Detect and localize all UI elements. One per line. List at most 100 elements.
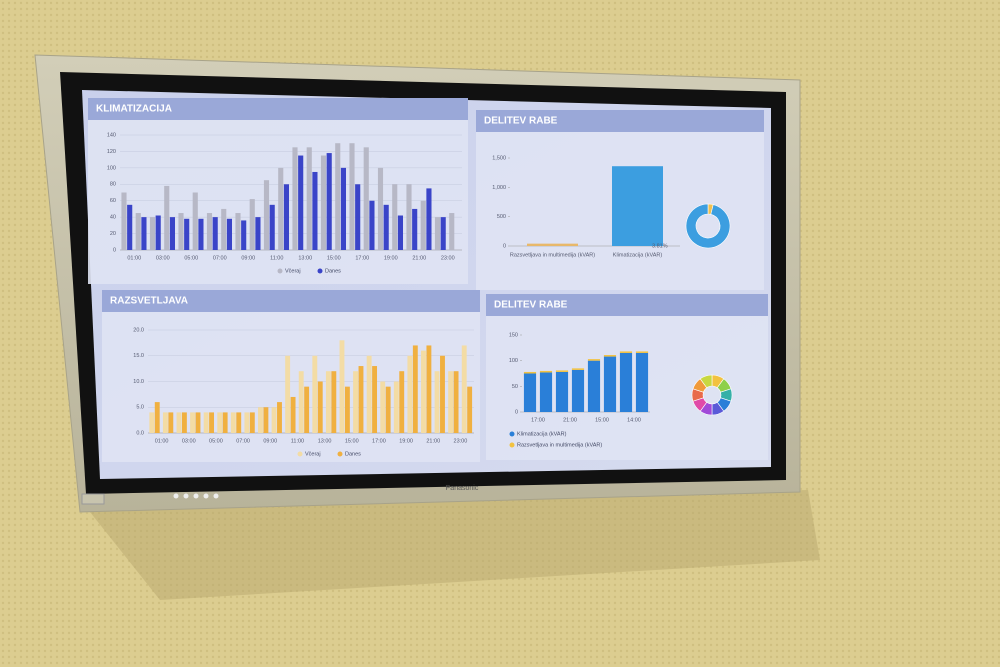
x-tick-label: 03:00 — [156, 255, 170, 261]
bar — [453, 371, 459, 433]
legend-label: Včeraj — [305, 451, 321, 457]
bar — [412, 208, 418, 250]
button — [203, 493, 209, 499]
bar-segment — [635, 352, 649, 412]
x-tick-label: 17:00 — [531, 417, 545, 423]
bar — [339, 340, 345, 433]
legend-label: Klimatizacija (kVAR) — [517, 431, 567, 437]
bar — [377, 167, 384, 250]
bar — [235, 213, 241, 250]
bar-segment — [523, 373, 537, 412]
bar — [135, 213, 141, 250]
bar-segment — [571, 368, 585, 370]
bar — [244, 412, 250, 433]
bar-segment — [587, 360, 601, 412]
y-tick-label: 1,500 — [492, 155, 506, 161]
x-tick-label: 09:00 — [263, 438, 277, 444]
x-tick-label: 11:00 — [270, 255, 283, 261]
panel-title: DELITEV RABE — [494, 300, 568, 311]
y-tick-label: 5.0 — [136, 405, 144, 411]
bar — [393, 381, 399, 433]
y-tick-label: 80 — [110, 182, 116, 188]
panel-header — [486, 294, 768, 316]
y-tick-label: 10.0 — [133, 379, 144, 385]
panel-header — [102, 290, 480, 312]
bar-segment — [539, 372, 553, 412]
bar-segment — [603, 356, 617, 412]
bar-segment — [603, 355, 617, 357]
bar — [358, 366, 364, 433]
bar — [221, 208, 227, 250]
bar — [181, 412, 187, 433]
bar — [440, 217, 446, 250]
y-tick-label: 20.0 — [133, 327, 144, 333]
bar-segment — [635, 351, 649, 353]
bar — [178, 213, 184, 250]
x-tick-label: Klimatizacija (kVAR) — [613, 252, 663, 258]
x-tick-label: 01:00 — [127, 255, 141, 261]
bar — [406, 184, 412, 250]
y-tick-label: 0 — [515, 409, 518, 415]
bar — [285, 355, 291, 433]
bar — [383, 204, 389, 250]
bar — [269, 204, 275, 250]
bar — [271, 407, 277, 433]
bar — [292, 147, 298, 250]
bar — [192, 192, 198, 250]
bar — [304, 386, 310, 433]
bar — [209, 412, 215, 433]
bar-segment — [555, 371, 569, 412]
legend-label: Danes — [325, 268, 341, 274]
bar — [412, 345, 418, 433]
bar-segment — [571, 369, 585, 412]
bar — [154, 402, 160, 433]
bar — [249, 412, 255, 433]
y-tick-label: 60 — [110, 198, 116, 204]
bar — [399, 371, 405, 433]
y-tick-label: 500 — [497, 214, 506, 220]
y-tick-label: 100 — [107, 165, 116, 171]
bar — [461, 345, 467, 433]
legend-label: Včeraj — [285, 268, 301, 274]
x-tick-label: 15:00 — [595, 417, 609, 423]
y-tick-label: 0 — [503, 243, 506, 249]
bar — [340, 167, 347, 250]
y-tick-label: 120 — [107, 149, 116, 155]
bar — [298, 155, 304, 250]
bar — [212, 217, 218, 250]
shadow — [90, 490, 820, 600]
bar — [312, 171, 318, 250]
x-tick-label: 07:00 — [213, 255, 227, 261]
bar — [344, 386, 350, 433]
panel-title: KLIMATIZACIJA — [96, 104, 172, 115]
bar — [258, 407, 263, 433]
x-tick-label: 07:00 — [236, 438, 250, 444]
y-tick-label: 140 — [107, 132, 116, 138]
bar — [195, 412, 201, 433]
legend-swatch — [277, 268, 283, 274]
bar — [335, 143, 341, 250]
bar — [369, 200, 375, 250]
panel-title: RAZSVETLJAVA — [110, 296, 188, 307]
bar — [226, 218, 233, 250]
legend-swatch — [509, 431, 515, 437]
bar — [164, 185, 170, 250]
x-tick-label: 19:00 — [384, 255, 398, 261]
bar — [317, 381, 323, 433]
bar — [298, 371, 304, 433]
x-tick-label: 21:00 — [412, 255, 426, 261]
value-label: 3.81% — [652, 243, 668, 249]
bar — [176, 412, 182, 433]
port — [81, 493, 105, 505]
bar — [434, 371, 440, 433]
bar — [353, 371, 358, 433]
bar — [217, 412, 223, 433]
pie-slice — [685, 203, 731, 249]
x-tick-label: 05:00 — [184, 255, 198, 261]
legend-label: Danes — [345, 451, 361, 457]
x-tick-label: 14:00 — [627, 417, 641, 423]
bar — [283, 184, 290, 250]
bar — [440, 355, 445, 433]
bar-segment — [619, 351, 633, 353]
